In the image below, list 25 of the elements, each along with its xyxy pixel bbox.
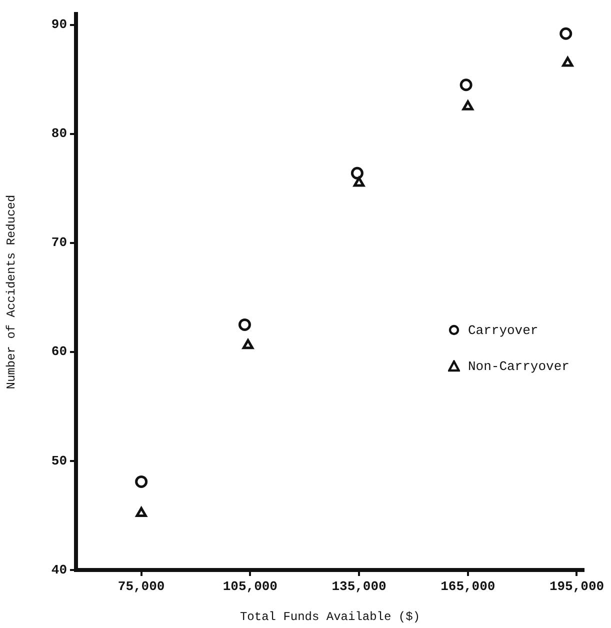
- legend-label: Non-Carryover: [468, 358, 570, 374]
- point: [242, 339, 254, 350]
- x-tick-label: 165,000: [440, 579, 496, 594]
- x-axis-title: Total Funds Available ($): [240, 610, 420, 624]
- y-tick-label: 70: [51, 235, 68, 250]
- y-tick-label: 90: [51, 17, 68, 32]
- x-tick-label: 105,000: [222, 579, 278, 594]
- legend-label: Carryover: [468, 322, 538, 338]
- point: [460, 78, 472, 92]
- x-tick-label: 195,000: [549, 579, 604, 594]
- point: [238, 318, 251, 331]
- y-tick-label: 60: [51, 344, 68, 360]
- x-tick-label: 75,000: [118, 579, 165, 594]
- point: [136, 507, 147, 518]
- y-tick-label: 80: [51, 126, 68, 142]
- point: [560, 27, 572, 40]
- y-tick-label: 40: [51, 562, 68, 578]
- point: [135, 475, 148, 488]
- x-tick-label: 135,000: [332, 579, 387, 594]
- y-axis-title: Number of Accidents Reduced: [4, 194, 18, 390]
- y-tick-label: 50: [51, 453, 68, 468]
- point: [353, 176, 365, 187]
- point: [562, 56, 574, 67]
- point: [462, 100, 474, 110]
- point: [350, 166, 364, 180]
